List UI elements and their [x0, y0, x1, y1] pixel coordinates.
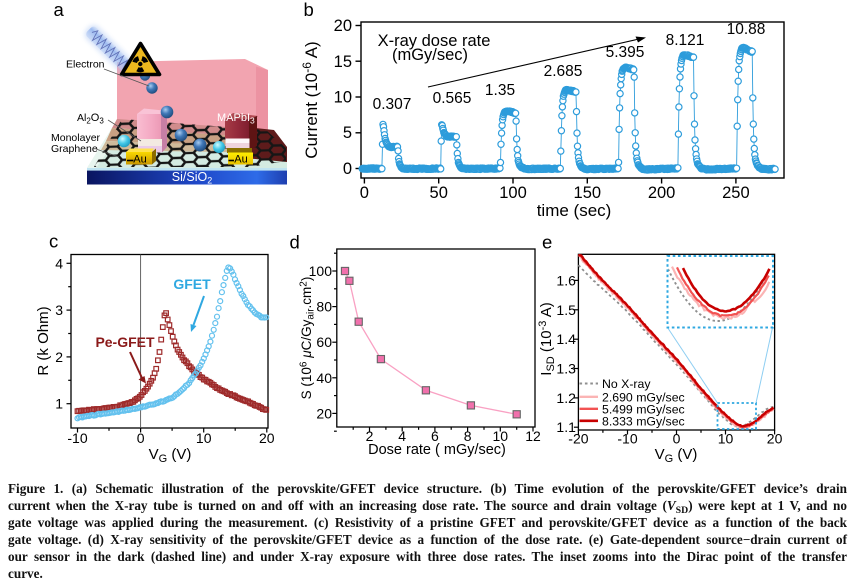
svg-text:Al2O3: Al2O3 [77, 112, 104, 126]
svg-text:60: 60 [316, 334, 332, 350]
svg-text:e: e [542, 232, 552, 253]
svg-text:100: 100 [499, 184, 527, 202]
svg-text:1: 1 [55, 396, 63, 412]
svg-text:6: 6 [431, 428, 439, 444]
svg-text:5: 5 [343, 124, 352, 142]
svg-text:200: 200 [648, 184, 676, 202]
svg-text:20: 20 [334, 17, 352, 35]
svg-text:Electron: Electron [66, 59, 105, 71]
svg-text:-20: -20 [568, 431, 588, 447]
svg-text:Graphene: Graphene [51, 143, 98, 155]
svg-text:MAPbI3: MAPbI3 [217, 112, 255, 126]
svg-text:S (106 μC/Gyair.cm2): S (106 μC/Gyair.cm2) [299, 277, 317, 400]
svg-text:VG (V): VG (V) [149, 446, 192, 465]
svg-text:10: 10 [196, 430, 212, 446]
svg-text:1.35: 1.35 [485, 82, 515, 99]
svg-text:20: 20 [767, 431, 783, 447]
svg-text:a: a [54, 0, 65, 20]
svg-text:20: 20 [259, 430, 275, 446]
svg-text:time (sec): time (sec) [537, 201, 612, 220]
svg-text:1.3: 1.3 [556, 361, 576, 377]
svg-text:100: 100 [309, 263, 333, 279]
svg-text:5.499 mGy/sec: 5.499 mGy/sec [602, 403, 685, 417]
svg-text:1.6: 1.6 [556, 272, 576, 288]
svg-text:2: 2 [55, 349, 63, 365]
svg-text:1.4: 1.4 [556, 331, 576, 347]
svg-text:3: 3 [55, 302, 63, 318]
svg-text:250: 250 [722, 184, 750, 202]
svg-text:150: 150 [574, 184, 602, 202]
svg-text:50: 50 [430, 184, 448, 202]
svg-text:8.333 mGy/sec: 8.333 mGy/sec [602, 415, 685, 429]
svg-text:12: 12 [525, 428, 541, 444]
svg-text:10: 10 [718, 431, 734, 447]
svg-text:0.307: 0.307 [373, 96, 412, 113]
svg-text:-10: -10 [617, 431, 637, 447]
svg-text:Pe-GFET: Pe-GFET [95, 334, 155, 350]
svg-text:ISD (10-3 A): ISD (10-3 A) [537, 302, 557, 375]
svg-text:0: 0 [673, 431, 681, 447]
svg-text:GFET: GFET [173, 276, 211, 292]
svg-text:2.690 mGy/sec: 2.690 mGy/sec [602, 391, 685, 405]
svg-text:Si/SiO2: Si/SiO2 [172, 170, 212, 186]
svg-text:10: 10 [334, 89, 352, 107]
svg-text:Au: Au [133, 154, 146, 166]
svg-text:15: 15 [334, 53, 352, 71]
svg-text:Current (10-6 A): Current (10-6 A) [300, 41, 321, 158]
svg-text:40: 40 [316, 370, 332, 386]
svg-text:4: 4 [55, 255, 63, 271]
svg-text:X-ray dose rate: X-ray dose rate [378, 32, 491, 50]
svg-text:VG (V): VG (V) [655, 446, 698, 465]
svg-text:0: 0 [343, 160, 352, 178]
svg-text:20: 20 [316, 405, 332, 421]
svg-text:8: 8 [464, 428, 472, 444]
svg-text:2: 2 [366, 428, 374, 444]
svg-text:d: d [290, 231, 300, 252]
svg-text:1.1: 1.1 [556, 419, 576, 435]
svg-text:8.121: 8.121 [666, 32, 705, 49]
svg-text:1.5: 1.5 [556, 302, 576, 318]
svg-text:0.565: 0.565 [433, 90, 472, 107]
svg-text:4: 4 [398, 428, 406, 444]
svg-text:-10: -10 [67, 430, 87, 446]
svg-text:No X-ray: No X-ray [602, 377, 651, 391]
svg-text:b: b [304, 0, 314, 20]
svg-text:10: 10 [493, 428, 509, 444]
svg-text:Au: Au [234, 154, 247, 166]
svg-text:Monolayer: Monolayer [51, 132, 101, 144]
svg-text:10.88: 10.88 [727, 21, 766, 38]
svg-text:c: c [49, 231, 58, 252]
svg-text:1.2: 1.2 [556, 390, 576, 406]
svg-text:Dose rate ( mGy/sec): Dose rate ( mGy/sec) [368, 442, 506, 458]
svg-text:0: 0 [137, 430, 145, 446]
svg-text:5.395: 5.395 [606, 44, 645, 61]
svg-text:80: 80 [316, 299, 332, 315]
svg-text:(mGy/sec): (mGy/sec) [392, 46, 468, 64]
svg-text:R (k Ohm): R (k Ohm) [35, 306, 52, 375]
svg-text:0: 0 [360, 184, 369, 202]
svg-text:2.685: 2.685 [544, 63, 583, 80]
